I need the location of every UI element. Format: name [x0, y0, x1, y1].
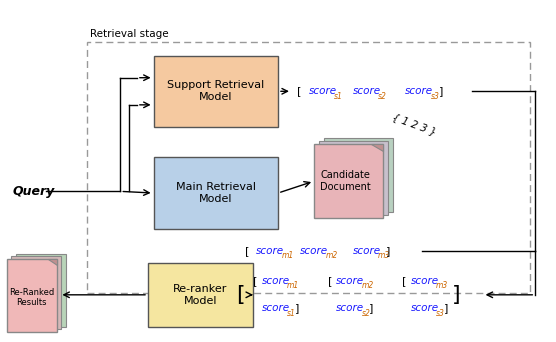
Text: ]: ] [439, 86, 443, 96]
Text: score: score [300, 246, 328, 256]
Text: score: score [336, 276, 364, 286]
Text: score: score [256, 246, 284, 256]
Text: { 1 2 3 }: { 1 2 3 } [391, 112, 438, 137]
Text: s3: s3 [431, 92, 440, 101]
Text: ]: ] [444, 303, 448, 313]
FancyBboxPatch shape [148, 263, 253, 327]
Text: Retrieval stage: Retrieval stage [90, 29, 168, 39]
Text: [: [ [253, 276, 257, 286]
Text: ]: ] [369, 303, 374, 313]
Text: m2: m2 [326, 251, 338, 260]
Polygon shape [371, 144, 383, 151]
Text: s1: s1 [287, 308, 296, 318]
Text: [: [ [297, 86, 302, 96]
Text: score: score [336, 303, 364, 313]
Text: score: score [353, 86, 381, 96]
Text: s3: s3 [436, 308, 445, 318]
Text: [: [ [245, 246, 249, 256]
Text: Query: Query [12, 185, 54, 198]
Polygon shape [48, 259, 57, 265]
Text: Re-ranker
Model: Re-ranker Model [173, 284, 228, 306]
FancyBboxPatch shape [153, 157, 278, 229]
Text: score: score [411, 276, 439, 286]
FancyBboxPatch shape [7, 259, 57, 332]
Text: Support Retrieval
Model: Support Retrieval Model [167, 80, 265, 102]
Text: ]: ] [452, 285, 461, 305]
Text: m1: m1 [287, 281, 299, 290]
Text: s1: s1 [334, 92, 342, 101]
Text: [: [ [236, 285, 245, 305]
Text: m1: m1 [281, 251, 294, 260]
Text: ]: ] [295, 303, 299, 313]
Text: m2: m2 [361, 281, 374, 290]
FancyBboxPatch shape [11, 256, 61, 329]
Text: m3: m3 [436, 281, 449, 290]
Text: [: [ [403, 276, 407, 286]
Text: score: score [405, 86, 433, 96]
FancyBboxPatch shape [324, 138, 393, 212]
Text: score: score [411, 303, 439, 313]
Text: Candidate
Document: Candidate Document [320, 170, 371, 192]
Text: ]: ] [386, 246, 390, 256]
FancyBboxPatch shape [16, 254, 66, 327]
Text: s2: s2 [361, 308, 370, 318]
Text: score: score [261, 276, 290, 286]
Text: score: score [309, 86, 336, 96]
FancyBboxPatch shape [153, 56, 278, 127]
FancyBboxPatch shape [314, 144, 383, 219]
FancyBboxPatch shape [319, 141, 388, 215]
Text: score: score [353, 246, 381, 256]
Text: m3: m3 [378, 251, 390, 260]
Text: s2: s2 [378, 92, 387, 101]
Text: Main Retrieval
Model: Main Retrieval Model [176, 182, 256, 204]
Text: Re-Ranked
Results: Re-Ranked Results [9, 288, 54, 307]
Text: [: [ [328, 276, 332, 286]
Text: score: score [261, 303, 290, 313]
